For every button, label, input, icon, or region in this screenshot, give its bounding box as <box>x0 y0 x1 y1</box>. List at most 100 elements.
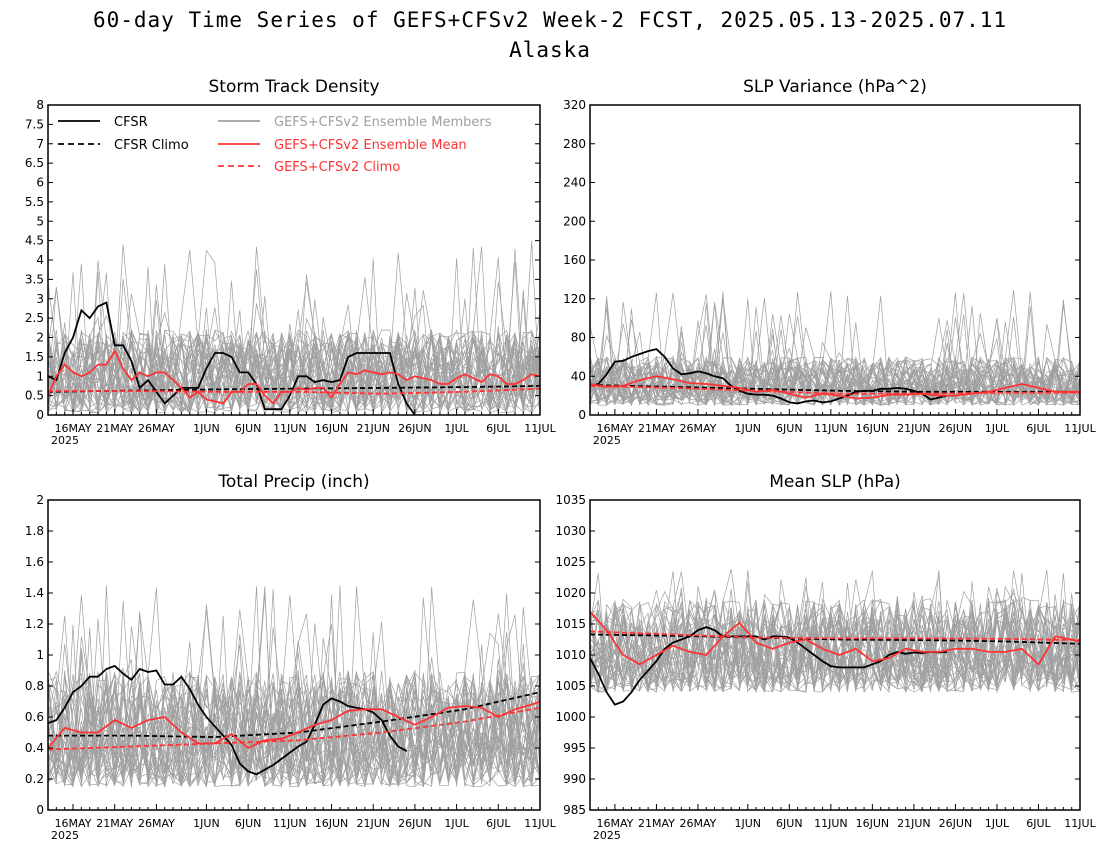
x-tick-label: 21MAY <box>638 817 675 830</box>
y-tick-label: 7.5 <box>25 117 44 131</box>
series-line-cfsr-climo <box>590 384 1080 393</box>
y-tick-label: 0 <box>36 408 44 422</box>
x-tick-label: 16MAY <box>596 422 633 435</box>
x-axis: 16MAY 21MAY 26MAY 1JUN 6JUN 11JUN 16JUN 21JUN 26… <box>589 804 1097 842</box>
ensemble-member-line <box>590 570 1080 692</box>
x-axis: 16MAY 21MAY 26MAY 1JUN 6JUN 11JUN 16JUN 21JUN 26… <box>47 409 557 447</box>
x-year-label: 2025 <box>593 829 621 842</box>
y-tick-label: 0.5 <box>25 389 44 403</box>
series-line-gefs-cfsv2-climo <box>590 385 1080 395</box>
x-tick-label: 11JUL <box>1064 422 1096 435</box>
plot-area <box>48 585 540 788</box>
ensemble-member-line <box>48 669 540 788</box>
y-tick-label: 4.5 <box>25 234 44 248</box>
x-tick-label: 26MAY <box>138 817 175 830</box>
y-tick-label: 1015 <box>555 617 586 631</box>
x-axis: 16MAY 21MAY 26MAY 1JUN 6JUN 11JUN 16JUN 21JUN 26… <box>47 804 557 842</box>
ensemble-members <box>590 569 1080 694</box>
x-tick-label: 16MAY <box>596 817 633 830</box>
y-tick-label: 5.5 <box>25 195 44 209</box>
x-tick-label: 21MAY <box>96 817 133 830</box>
x-tick-label: 26JUN <box>939 422 973 435</box>
ensemble-member-line <box>590 587 1080 693</box>
page-subtitle: Alaska <box>509 38 591 62</box>
series-line-gefs-cfsv2-climo <box>590 630 1080 641</box>
ensemble-member-line <box>48 310 540 414</box>
chart-panel-4: Mean SLP (hPa) 985 990 995 1000 1005 1010 1015 1… <box>555 472 1096 842</box>
x-tick-label: 6JUN <box>776 817 803 830</box>
y-tick-label: 0 <box>578 408 586 422</box>
x-tick-label: 11JUN <box>814 422 848 435</box>
y-tick-label: 320 <box>563 98 586 112</box>
y-tick-label: 1035 <box>555 493 586 507</box>
x-tick-label: 16JUN <box>315 422 349 435</box>
x-year-label: 2025 <box>51 829 79 842</box>
legend: CFSR CFSR Climo GEFS+CFSv2 Ensemble Member… <box>58 115 492 175</box>
ensemble-member-line <box>590 313 1080 406</box>
y-axis: 0 0.2 0.4 0.6 0.8 1 1.2 1.4 1.6 1.8 2 <box>25 493 540 817</box>
ensemble-member-line <box>48 277 540 413</box>
x-tick-label: 21JUN <box>897 422 931 435</box>
x-tick-label: 1JUL <box>444 422 469 435</box>
ensemble-member-line <box>48 240 540 414</box>
legend-label: GEFS+CFSv2 Ensemble Mean <box>274 138 467 153</box>
y-tick-label: 6.5 <box>25 156 44 170</box>
y-tick-label: 6 <box>36 176 44 190</box>
ensemble-member-line <box>48 669 540 786</box>
ensemble-member-line <box>48 670 540 788</box>
ensemble-member-line <box>590 600 1080 693</box>
x-tick-label: 26JUN <box>398 817 432 830</box>
x-tick-label: 26JUN <box>939 817 973 830</box>
y-tick-label: 0.6 <box>25 710 44 724</box>
y-tick-label: 7 <box>36 137 44 151</box>
chart-panel-3: Total Precip (inch) 0 0.2 0.4 0.6 0.8 1 1.2 1.4 1… <box>25 472 557 842</box>
y-tick-label: 1.4 <box>25 586 44 600</box>
x-tick-label: 6JUN <box>776 422 803 435</box>
x-tick-label: 21JUN <box>356 422 390 435</box>
x-tick-label: 6JUL <box>486 422 511 435</box>
legend-label: CFSR <box>114 115 148 130</box>
y-axis: 0 40 80 120 160 200 240 280 320 <box>563 98 1080 422</box>
ensemble-member-line <box>590 356 1080 406</box>
panel-title: SLP Variance (hPa^2) <box>743 77 927 97</box>
y-tick-label: 3.5 <box>25 272 44 286</box>
y-axis: 985 990 995 1000 1005 1010 1015 1020 1025 1030 103… <box>555 493 1080 817</box>
ensemble-member-line <box>48 593 540 787</box>
y-tick-label: 1000 <box>555 710 586 724</box>
ensemble-member-line <box>48 304 540 413</box>
x-tick-label: 1JUN <box>193 817 220 830</box>
ensemble-member-line <box>590 291 1080 407</box>
series-line-cfsr-climo <box>590 633 1080 645</box>
ensemble-member-line <box>590 356 1080 407</box>
ensemble-member-line <box>48 613 540 788</box>
series-line-gefs-cfsv2-ensemble-mean <box>48 349 540 405</box>
ensemble-members <box>590 290 1080 407</box>
y-tick-label: 2 <box>36 493 44 507</box>
ensemble-member-line <box>590 604 1080 693</box>
y-tick-label: 240 <box>563 176 586 190</box>
ensemble-member-line <box>48 586 540 788</box>
y-tick-label: 1025 <box>555 555 586 569</box>
chart-panel-1: Storm Track Density 0 0.5 1 1.5 2 2.5 3 3.5 4 4.5 5… <box>25 77 557 447</box>
y-tick-label: 4 <box>36 253 44 267</box>
y-tick-label: 995 <box>563 741 586 755</box>
y-tick-label: 200 <box>563 214 586 228</box>
y-tick-label: 120 <box>563 292 586 306</box>
y-tick-label: 2 <box>36 331 44 345</box>
x-tick-label: 26MAY <box>680 422 717 435</box>
x-tick-label: 26MAY <box>680 817 717 830</box>
x-tick-label: 1JUL <box>444 817 469 830</box>
y-tick-label: 1010 <box>555 648 586 662</box>
ensemble-member-line <box>590 592 1080 692</box>
plot-area <box>590 290 1080 407</box>
x-tick-label: 16JUN <box>315 817 349 830</box>
y-tick-label: 160 <box>563 253 586 267</box>
y-tick-label: 0.4 <box>25 741 44 755</box>
legend-label: GEFS+CFSv2 Ensemble Members <box>274 115 492 130</box>
ensemble-member-line <box>590 581 1080 693</box>
ensemble-member-line <box>48 262 540 412</box>
x-tick-label: 11JUN <box>273 817 307 830</box>
y-tick-label: 0 <box>36 803 44 817</box>
ensemble-member-line <box>48 258 540 414</box>
ensemble-member-line <box>590 569 1080 694</box>
